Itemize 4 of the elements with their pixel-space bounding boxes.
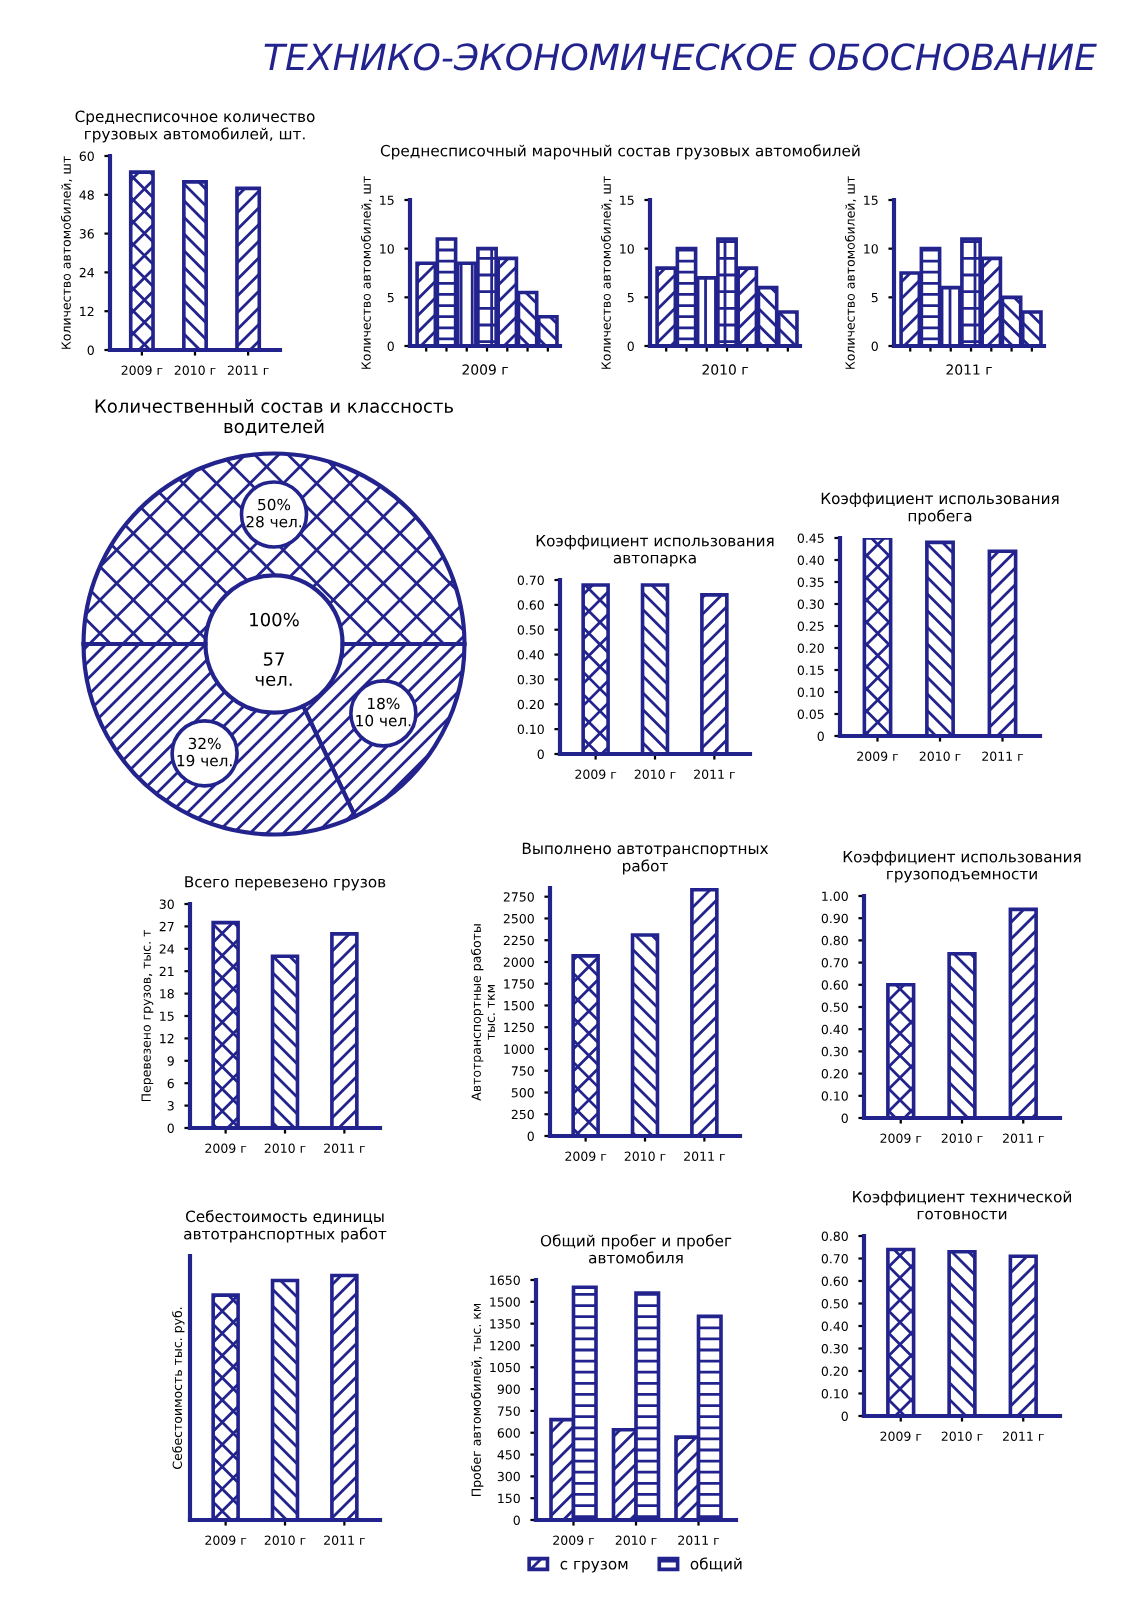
text: 100%	[250, 612, 299, 627]
text: ТЕХНИКО-ЭКОНОМИЧЕСКОЕ ОБОСНОВАНИЕ	[264, 43, 1097, 71]
text: 57 чел.	[255, 652, 292, 687]
chart-title: Количественный состав и классность водителей	[95, 399, 453, 436]
